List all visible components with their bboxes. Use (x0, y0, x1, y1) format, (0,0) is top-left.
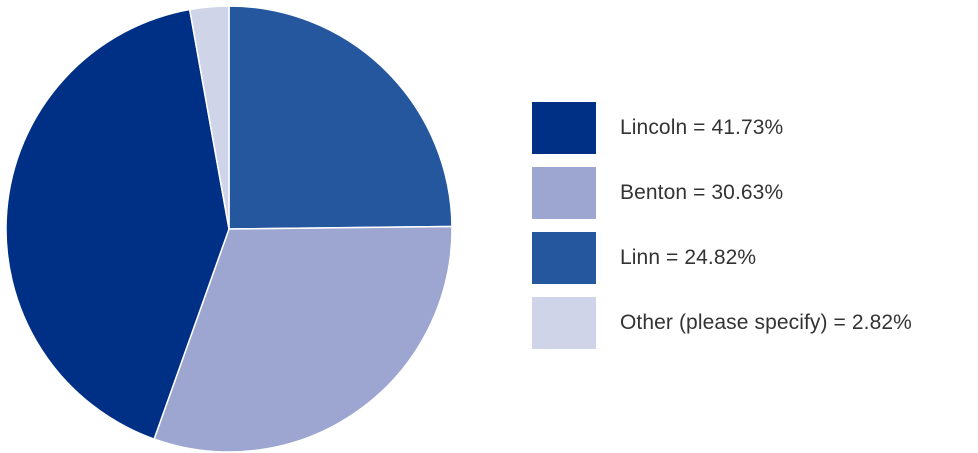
slice-lincoln (5, 8, 230, 440)
slice-other (188, 5, 230, 230)
legend-item-other: Other (please specify) = 2.82% (532, 297, 978, 349)
legend-swatch-other (532, 297, 596, 349)
legend-swatch-lincoln (532, 102, 596, 154)
slice-linn (228, 5, 453, 230)
slice-benton (153, 225, 453, 453)
legend-label-benton: Benton = 30.63% (620, 181, 784, 204)
legend-item-benton: Benton = 30.63% (532, 167, 978, 219)
legend-label-linn: Linn = 24.82% (620, 246, 757, 269)
legend-item-linn: Linn = 24.82% (532, 232, 978, 284)
legend: Lincoln = 41.73% Benton = 30.63% Linn = … (532, 102, 978, 362)
legend-item-lincoln: Lincoln = 41.73% (532, 102, 978, 154)
legend-label-other: Other (please specify) = 2.82% (620, 311, 912, 334)
legend-swatch-linn (532, 232, 596, 284)
legend-swatch-benton (532, 167, 596, 219)
legend-label-lincoln: Lincoln = 41.73% (620, 116, 784, 139)
